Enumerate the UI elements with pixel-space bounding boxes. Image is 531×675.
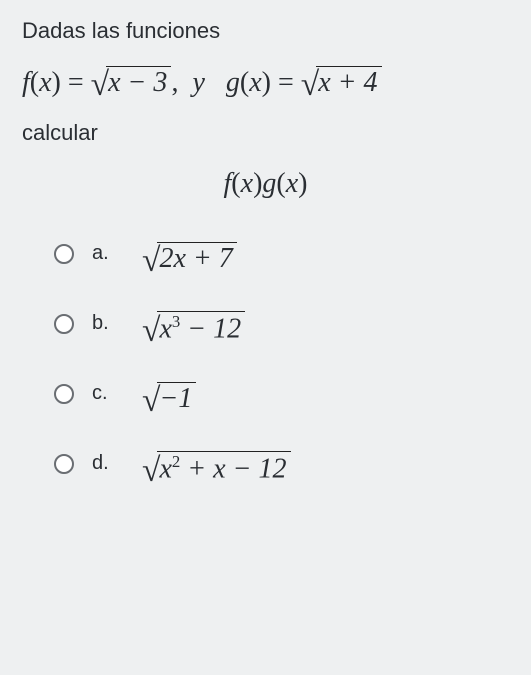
radical-icon: √ (142, 312, 160, 350)
radio-button[interactable] (54, 244, 74, 264)
g-arg: x (249, 67, 261, 98)
option-math: √x3 − 12 (120, 308, 245, 346)
radio-button[interactable] (54, 454, 74, 474)
prod-x2: x (286, 168, 298, 199)
radical-icon: √ (142, 452, 160, 490)
g-name: g (226, 67, 240, 98)
option-row[interactable]: d. √x2 + x − 12 (54, 448, 509, 486)
sqrt-expression: √2x + 7 (142, 238, 237, 276)
conj-y: y (192, 67, 204, 98)
radical-icon: √ (142, 382, 160, 420)
option-math: √2x + 7 (120, 238, 237, 276)
radical-icon: √ (142, 242, 160, 280)
radio-button[interactable] (54, 314, 74, 334)
calc-label: calcular (22, 120, 509, 146)
sqrt-expression: √−1 (142, 378, 196, 416)
option-label: d. (92, 448, 120, 475)
option-label: b. (92, 308, 120, 335)
option-math: √x2 + x − 12 (120, 448, 291, 486)
question-prompt: Dadas las funciones (22, 18, 509, 44)
sqrt-expression: √x3 − 12 (142, 308, 245, 346)
radicand: x2 + x − 12 (157, 451, 290, 485)
radicand: x3 − 12 (157, 311, 245, 345)
options-list: a.√2x + 7b.√x3 − 12c.√−1d.√x2 + x − 12 (22, 238, 509, 486)
f-radicand: x − 3 (106, 66, 171, 99)
radio-button[interactable] (54, 384, 74, 404)
radicand: 2x + 7 (157, 242, 236, 275)
f-name: f (22, 67, 30, 98)
option-row[interactable]: c. √−1 (54, 378, 509, 416)
sqrt-f: √x − 3 (91, 62, 172, 100)
option-row[interactable]: a. √2x + 7 (54, 238, 509, 276)
g-radicand: x + 4 (316, 66, 381, 99)
prod-g: g (262, 168, 276, 199)
prod-x1: x (241, 168, 253, 199)
option-math: √−1 (120, 378, 196, 416)
sqrt-expression: √x2 + x − 12 (142, 448, 291, 486)
option-label: a. (92, 238, 120, 265)
product-expression: f(x)g(x) (22, 168, 509, 200)
option-row[interactable]: b. √x3 − 12 (54, 308, 509, 346)
radicand: −1 (157, 382, 196, 415)
functions-definition: f(x) = √x − 3, y g(x) = √x + 4 (22, 62, 509, 100)
sqrt-g: √x + 4 (301, 62, 382, 100)
f-arg: x (39, 67, 51, 98)
option-label: c. (92, 378, 120, 405)
